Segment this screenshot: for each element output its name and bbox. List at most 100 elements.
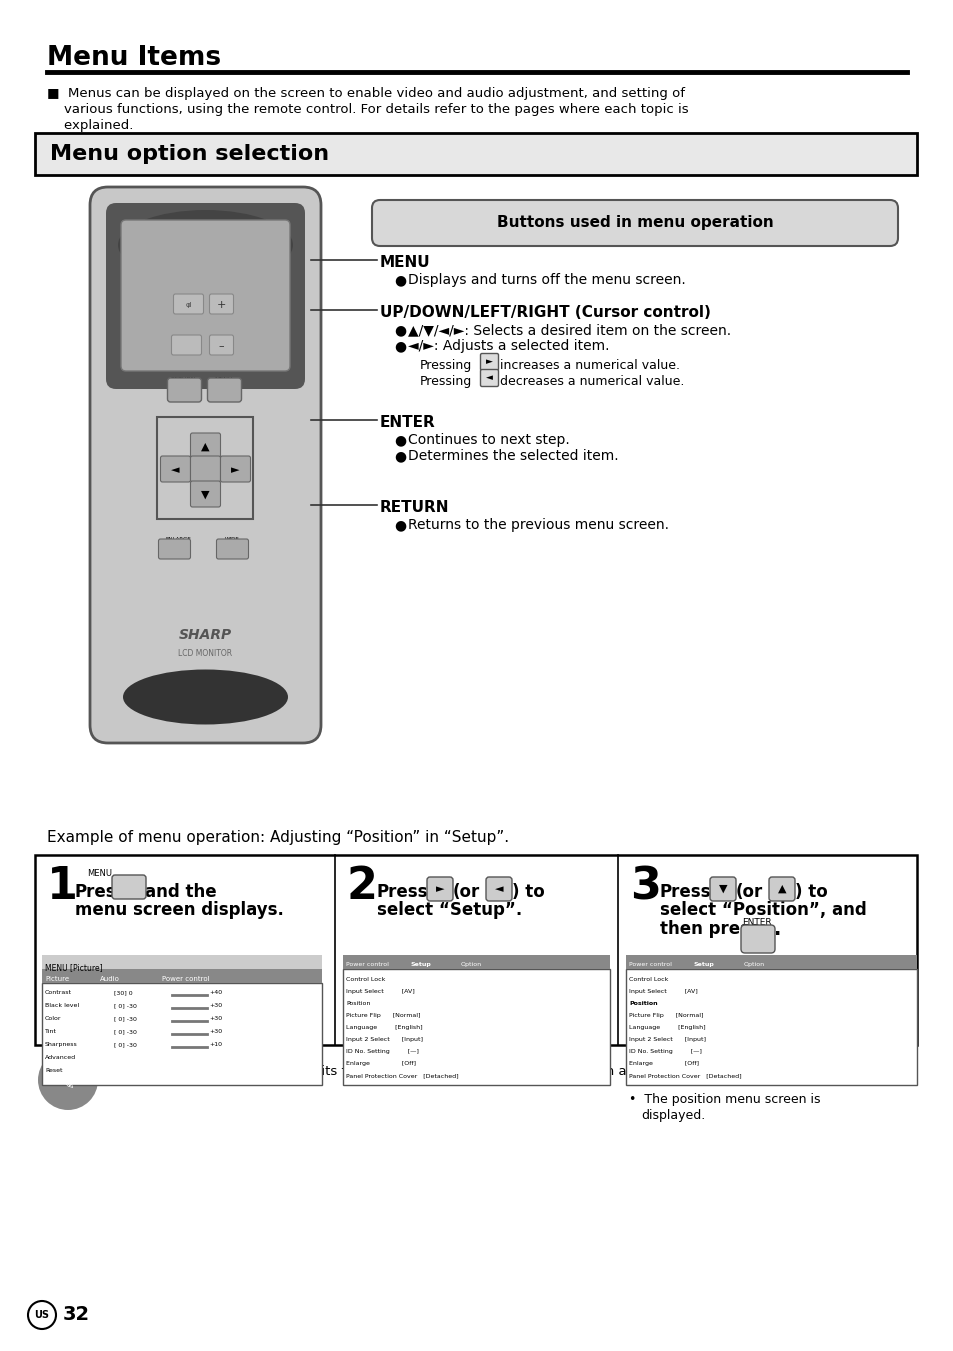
Text: Picture Flip      [Normal]: Picture Flip [Normal] xyxy=(346,1013,420,1019)
Text: ID No. Setting         [—]: ID No. Setting [—] xyxy=(628,1048,701,1054)
Text: 3: 3 xyxy=(629,865,660,908)
Text: Continues to next step.: Continues to next step. xyxy=(408,434,569,447)
Text: (or: (or xyxy=(453,884,479,901)
Text: Option: Option xyxy=(743,962,764,967)
Text: Position: Position xyxy=(628,1001,657,1006)
Text: ►: ► xyxy=(231,465,239,476)
FancyBboxPatch shape xyxy=(172,335,201,355)
Text: Language         [English]: Language [English] xyxy=(628,1025,705,1029)
Text: ●: ● xyxy=(394,323,406,336)
FancyBboxPatch shape xyxy=(35,132,916,176)
FancyBboxPatch shape xyxy=(208,378,241,403)
Text: Panel Protection Cover   [Detached]: Panel Protection Cover [Detached] xyxy=(628,1073,740,1078)
Text: +30: +30 xyxy=(209,1029,222,1034)
Text: ID No. Setting         [—]: ID No. Setting [—] xyxy=(346,1048,418,1054)
Text: RETURN: RETURN xyxy=(379,500,449,515)
Text: Control Lock: Control Lock xyxy=(346,977,385,982)
FancyBboxPatch shape xyxy=(485,877,512,901)
Text: ▲/▼/◄/►: Selects a desired item on the screen.: ▲/▼/◄/►: Selects a desired item on the s… xyxy=(408,323,730,336)
Text: RETURN: RETURN xyxy=(171,377,196,382)
Text: Press: Press xyxy=(659,884,711,901)
FancyBboxPatch shape xyxy=(709,877,735,901)
Text: MENU: MENU xyxy=(214,377,233,382)
Text: 2: 2 xyxy=(347,865,377,908)
Text: ENTER: ENTER xyxy=(379,415,436,430)
Text: Panel Protection Cover   [Detached]: Panel Protection Cover [Detached] xyxy=(346,1073,458,1078)
Text: [ 0] -30: [ 0] -30 xyxy=(113,1016,136,1021)
FancyBboxPatch shape xyxy=(168,378,201,403)
Text: ◄: ◄ xyxy=(495,884,503,894)
Text: ◄: ◄ xyxy=(172,465,179,476)
Text: then press: then press xyxy=(659,920,760,938)
Text: Black level: Black level xyxy=(45,1002,79,1008)
FancyBboxPatch shape xyxy=(191,434,220,459)
Text: ENLARGE: ENLARGE xyxy=(166,536,192,542)
FancyBboxPatch shape xyxy=(112,875,146,898)
Text: explained.: explained. xyxy=(47,119,133,132)
Text: Determines the selected item.: Determines the selected item. xyxy=(408,449,618,463)
Text: ◄/►: Adjusts a selected item.: ◄/►: Adjusts a selected item. xyxy=(408,339,609,353)
Text: Power control: Power control xyxy=(346,962,389,967)
Text: Picture Flip      [Normal]: Picture Flip [Normal] xyxy=(628,1013,702,1019)
Text: Buttons used in menu operation: Buttons used in menu operation xyxy=(497,216,773,231)
Text: MENU: MENU xyxy=(88,869,112,878)
Text: ◄: ◄ xyxy=(485,373,493,382)
Text: –: – xyxy=(218,340,224,351)
Text: Input Select         [AV]: Input Select [AV] xyxy=(628,989,697,994)
Text: +30: +30 xyxy=(209,1002,222,1008)
Text: Enlarge                [Off]: Enlarge [Off] xyxy=(628,1061,699,1066)
FancyBboxPatch shape xyxy=(216,539,248,559)
Text: ●: ● xyxy=(394,339,406,353)
Text: Pressing: Pressing xyxy=(419,359,472,372)
Text: Setup: Setup xyxy=(693,962,714,967)
Text: VOL: VOL xyxy=(215,332,227,336)
Text: (or: (or xyxy=(735,884,762,901)
Text: •  The position menu screen is: • The position menu screen is xyxy=(628,1093,820,1106)
FancyBboxPatch shape xyxy=(768,877,794,901)
Text: SHARP: SHARP xyxy=(179,628,232,642)
Text: MENU [Picture]: MENU [Picture] xyxy=(45,963,103,971)
Text: Press: Press xyxy=(75,884,127,901)
Text: Reset: Reset xyxy=(45,1069,63,1073)
FancyBboxPatch shape xyxy=(158,539,191,559)
FancyBboxPatch shape xyxy=(372,200,897,246)
Bar xyxy=(42,969,322,984)
Text: WIDE: WIDE xyxy=(225,536,239,542)
Text: Input Select         [AV]: Input Select [AV] xyxy=(346,989,415,994)
Bar xyxy=(625,955,916,969)
FancyBboxPatch shape xyxy=(106,203,305,389)
Text: UP/DOWN/LEFT/RIGHT (Cursor control): UP/DOWN/LEFT/RIGHT (Cursor control) xyxy=(379,305,710,320)
Text: Returns to the previous menu screen.: Returns to the previous menu screen. xyxy=(408,517,668,532)
Text: ) to: ) to xyxy=(512,884,544,901)
Bar xyxy=(343,955,609,969)
Text: Input 2 Select      [Input]: Input 2 Select [Input] xyxy=(346,1038,422,1042)
Text: ENTER: ENTER xyxy=(193,435,216,440)
Text: LCD MONITOR: LCD MONITOR xyxy=(178,648,233,658)
Text: [30] 0: [30] 0 xyxy=(113,990,132,994)
Text: Power control: Power control xyxy=(162,975,210,982)
Text: select “Position”, and: select “Position”, and xyxy=(659,901,866,919)
Text: ▲: ▲ xyxy=(777,884,785,894)
Circle shape xyxy=(38,1050,98,1111)
Text: Enlarge                [Off]: Enlarge [Off] xyxy=(346,1061,416,1066)
FancyBboxPatch shape xyxy=(427,877,453,901)
Text: ●: ● xyxy=(394,517,406,532)
Text: Menu option selection: Menu option selection xyxy=(50,145,329,163)
Text: Press: Press xyxy=(376,884,428,901)
Text: select “Setup”.: select “Setup”. xyxy=(376,901,521,919)
Text: Example of menu operation: Adjusting “Position” in “Setup”.: Example of menu operation: Adjusting “Po… xyxy=(47,830,509,844)
Text: Audio: Audio xyxy=(100,975,120,982)
Text: ►: ► xyxy=(436,884,444,894)
Ellipse shape xyxy=(118,209,293,280)
Text: Position: Position xyxy=(346,1001,370,1006)
Text: Displays and turns off the menu screen.: Displays and turns off the menu screen. xyxy=(408,273,685,286)
Bar xyxy=(157,417,253,519)
Text: US: US xyxy=(34,1310,50,1320)
Text: Contrast: Contrast xyxy=(45,990,71,994)
Text: Power control: Power control xyxy=(628,962,671,967)
Text: 1: 1 xyxy=(47,865,78,908)
FancyBboxPatch shape xyxy=(191,457,220,482)
Text: displayed.: displayed. xyxy=(640,1109,704,1121)
Text: +40: +40 xyxy=(209,990,222,994)
FancyBboxPatch shape xyxy=(210,335,233,355)
